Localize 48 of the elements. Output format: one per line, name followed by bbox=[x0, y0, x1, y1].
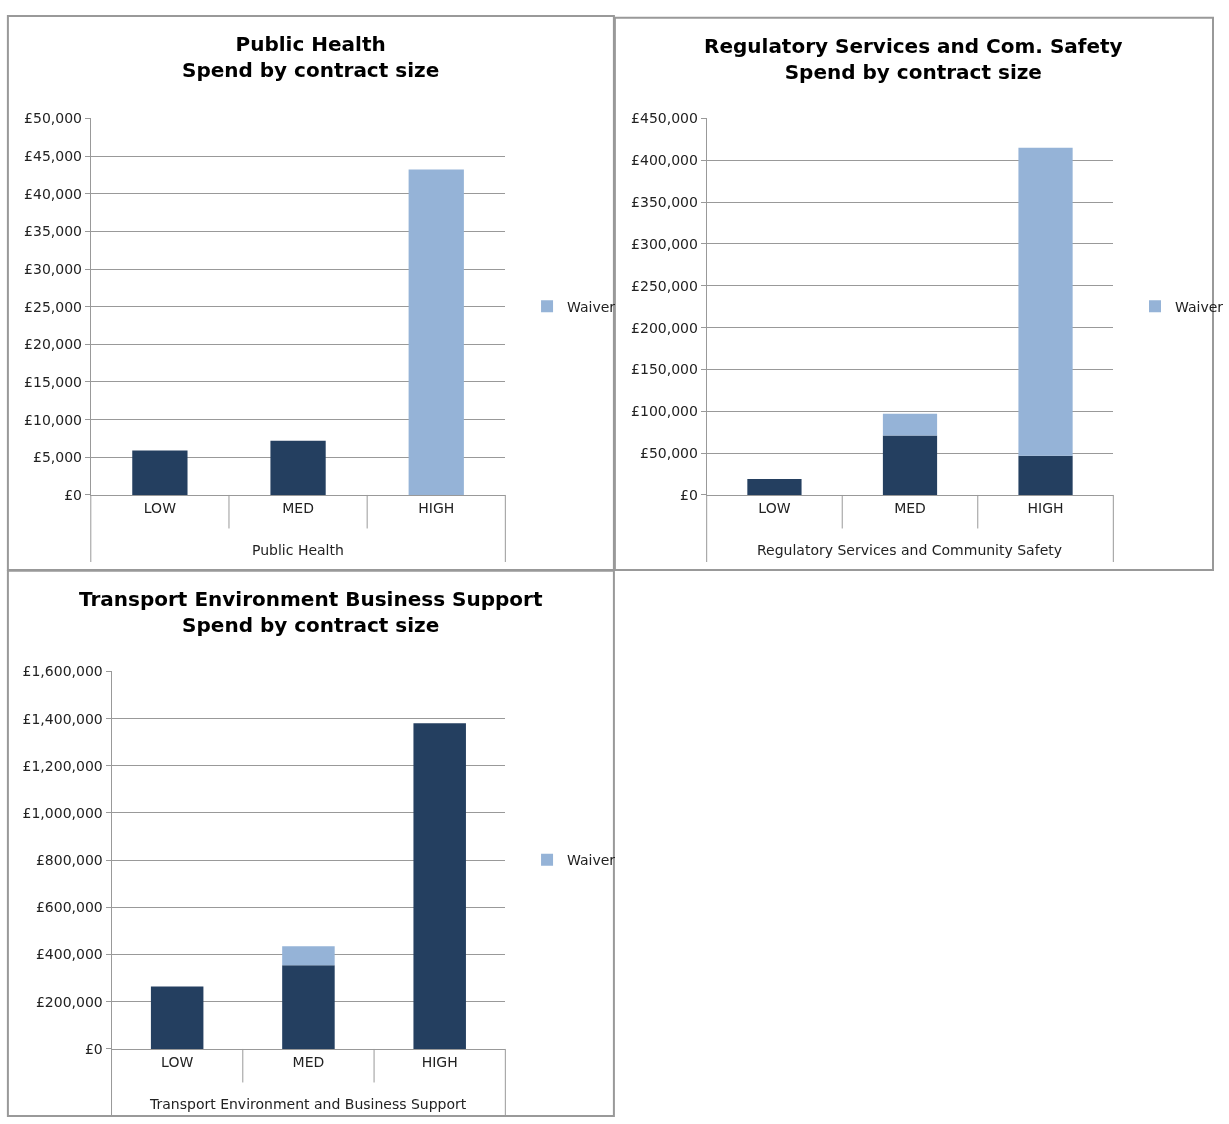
y-tick-label: £250,000 bbox=[631, 277, 698, 294]
y-tick-label: £400,000 bbox=[631, 152, 698, 169]
y-tick-label: £10,000 bbox=[24, 411, 82, 428]
y-tick-label: £400,000 bbox=[35, 946, 103, 963]
chart-title: Transport Environment Business Support Spend by contract size bbox=[79, 587, 543, 637]
x-axis-title: Transport Environment and Business Support bbox=[149, 1096, 467, 1112]
y-tick-label: £30,000 bbox=[24, 260, 82, 277]
x-tick-label: HIGH bbox=[421, 1053, 458, 1070]
y-tick-label: £0 bbox=[84, 1040, 103, 1057]
y-tick-label: £600,000 bbox=[35, 899, 103, 916]
y-tick-label: £300,000 bbox=[631, 235, 698, 252]
y-tick-label: £50,000 bbox=[639, 445, 698, 462]
y-tick-label: £40,000 bbox=[24, 185, 82, 202]
y-tick-label: £5,000 bbox=[33, 449, 82, 466]
x-tick-label: LOW bbox=[758, 499, 791, 516]
y-tick-label: £45,000 bbox=[24, 147, 82, 164]
y-tick-label: £0 bbox=[680, 486, 698, 503]
y-tick-label: £50,000 bbox=[24, 110, 82, 127]
y-tick-label: £100,000 bbox=[631, 403, 698, 420]
y-tick-label: £25,000 bbox=[24, 298, 82, 315]
x-tick-label: LOW bbox=[143, 499, 177, 516]
legend-label: Waiver bbox=[567, 298, 616, 315]
y-tick-label: £20,000 bbox=[24, 336, 82, 353]
x-tick-label: MED bbox=[282, 499, 314, 516]
y-tick-label: £1,400,000 bbox=[22, 710, 103, 727]
y-tick-label: £0 bbox=[64, 486, 82, 503]
y-tick-label: £350,000 bbox=[631, 193, 698, 210]
y-tick-label: £450,000 bbox=[631, 110, 698, 127]
x-tick-label: LOW bbox=[161, 1053, 194, 1070]
legend-label: Waiver bbox=[567, 852, 616, 869]
x-tick-label: HIGH bbox=[1027, 499, 1064, 516]
y-tick-label: £200,000 bbox=[35, 993, 103, 1010]
y-tick-label: £35,000 bbox=[24, 223, 82, 240]
x-tick-label: MED bbox=[894, 499, 926, 516]
x-axis-title: Regulatory Services and Community Safety bbox=[757, 542, 1063, 558]
y-tick-label: £200,000 bbox=[631, 319, 698, 336]
y-tick-label: £150,000 bbox=[631, 361, 698, 378]
x-tick-label: MED bbox=[292, 1053, 325, 1070]
y-tick-label: £15,000 bbox=[24, 373, 82, 390]
x-tick-label: HIGH bbox=[418, 499, 455, 516]
y-tick-label: £800,000 bbox=[35, 852, 103, 869]
y-tick-label: £1,000,000 bbox=[22, 804, 103, 821]
y-tick-label: £1,200,000 bbox=[22, 757, 103, 774]
chart-title: Regulatory Services and Com. Safety Spend by contract size bbox=[704, 34, 1123, 84]
y-tick-label: £1,600,000 bbox=[22, 663, 103, 680]
x-axis-title: Public Health bbox=[252, 542, 344, 558]
chart-title: Public Health Spend by contract size bbox=[182, 32, 440, 82]
legend-label: Waiver bbox=[1175, 298, 1224, 315]
